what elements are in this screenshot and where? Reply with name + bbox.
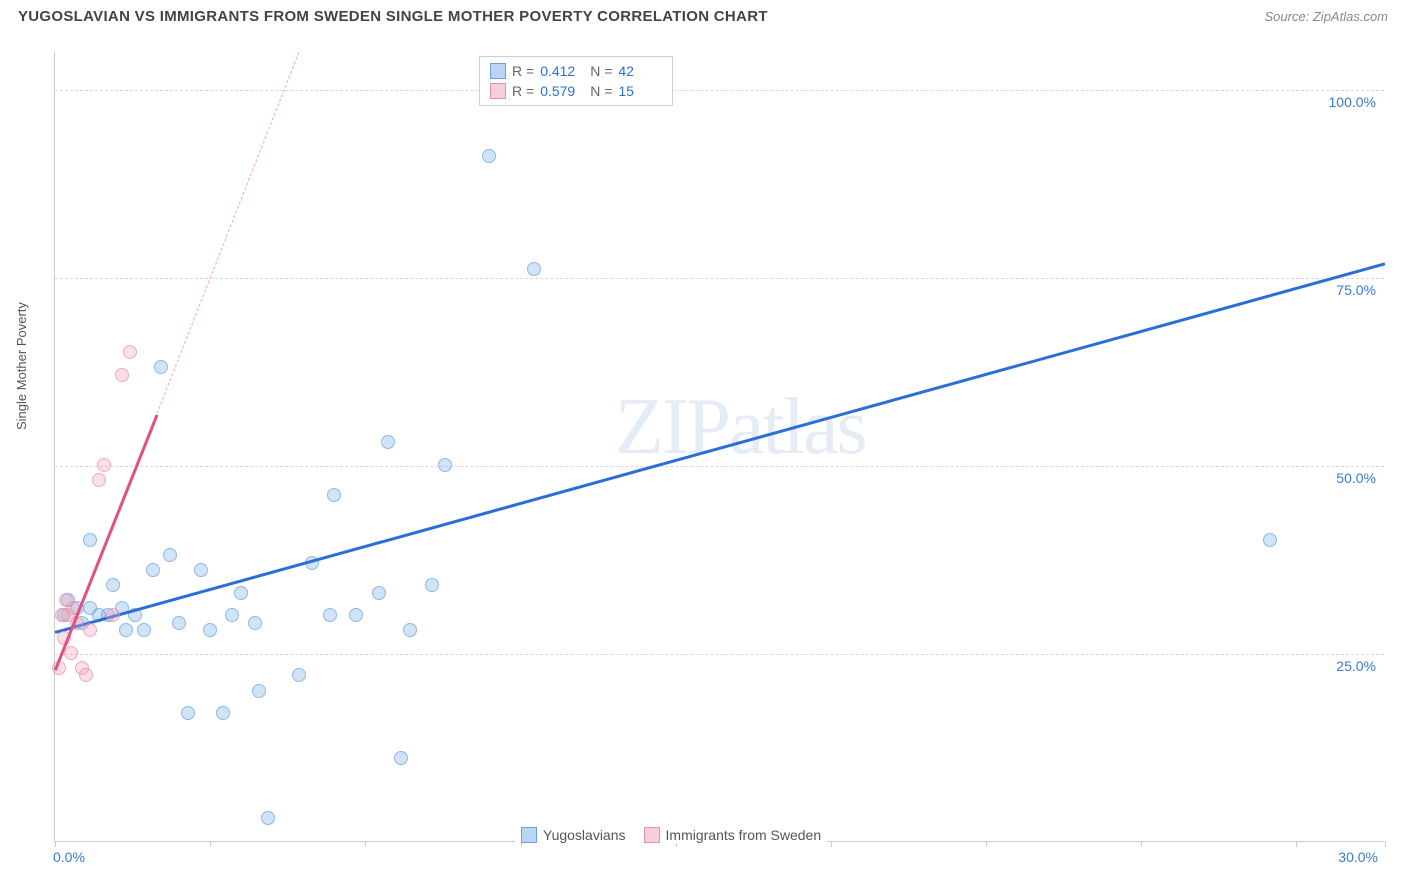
- data-point: [106, 578, 120, 592]
- data-point: [137, 623, 151, 637]
- data-point: [323, 608, 337, 622]
- data-point: [216, 706, 230, 720]
- legend-item: Immigrants from Sweden: [644, 827, 822, 843]
- data-point: [261, 811, 275, 825]
- stats-box: R = 0.412 N = 42 R = 0.579 N = 15: [479, 56, 673, 106]
- y-axis-label: Single Mother Poverty: [14, 302, 29, 430]
- data-point: [203, 623, 217, 637]
- data-point: [1263, 533, 1277, 547]
- data-point: [172, 616, 186, 630]
- data-point: [349, 608, 363, 622]
- x-tick: [1385, 841, 1386, 847]
- data-point: [381, 435, 395, 449]
- stats-row: R = 0.579 N = 15: [490, 81, 662, 101]
- data-point: [403, 623, 417, 637]
- trend-line: [156, 52, 299, 414]
- stat-label: R =: [512, 83, 534, 99]
- data-point: [154, 360, 168, 374]
- gridline: [55, 466, 1384, 467]
- data-point: [292, 668, 306, 682]
- data-point: [97, 458, 111, 472]
- x-tick-label: 0.0%: [53, 849, 85, 865]
- data-point: [248, 616, 262, 630]
- watermark: ZIPatlas: [615, 382, 866, 473]
- data-point: [438, 458, 452, 472]
- y-tick-label: 25.0%: [1336, 658, 1376, 674]
- y-tick-label: 75.0%: [1336, 282, 1376, 298]
- trend-line: [55, 263, 1386, 634]
- y-tick-label: 50.0%: [1336, 470, 1376, 486]
- data-point: [115, 368, 129, 382]
- data-point: [163, 548, 177, 562]
- stat-value: 42: [618, 63, 662, 79]
- data-point: [106, 608, 120, 622]
- y-tick-label: 100.0%: [1329, 94, 1376, 110]
- chart-source: Source: ZipAtlas.com: [1264, 9, 1388, 24]
- x-tick: [210, 841, 211, 847]
- stat-value: 15: [618, 83, 662, 99]
- legend-swatch: [490, 63, 506, 79]
- data-point: [234, 586, 248, 600]
- data-point: [527, 262, 541, 276]
- stat-value: 0.412: [540, 63, 584, 79]
- chart-title: YUGOSLAVIAN VS IMMIGRANTS FROM SWEDEN SI…: [18, 8, 768, 25]
- stat-label: R =: [512, 63, 534, 79]
- data-point: [83, 533, 97, 547]
- scatter-plot: ZIPatlas 25.0%50.0%75.0%100.0%0.0%30.0%R…: [54, 52, 1384, 842]
- data-point: [123, 345, 137, 359]
- legend-swatch: [521, 827, 537, 843]
- legend-label: Yugoslavians: [543, 827, 626, 843]
- x-tick: [1141, 841, 1142, 847]
- gridline: [55, 90, 1384, 91]
- data-point: [92, 473, 106, 487]
- data-point: [79, 668, 93, 682]
- data-point: [119, 623, 133, 637]
- data-point: [225, 608, 239, 622]
- data-point: [372, 586, 386, 600]
- legend-swatch: [644, 827, 660, 843]
- stat-value: 0.579: [540, 83, 584, 99]
- data-point: [252, 684, 266, 698]
- x-tick-label: 30.0%: [1338, 849, 1378, 865]
- stat-label: N =: [590, 83, 612, 99]
- data-point: [482, 149, 496, 163]
- legend-item: Yugoslavians: [521, 827, 626, 843]
- legend: Yugoslavians Immigrants from Sweden: [515, 827, 827, 843]
- gridline: [55, 654, 1384, 655]
- legend-label: Immigrants from Sweden: [666, 827, 822, 843]
- data-point: [181, 706, 195, 720]
- data-point: [146, 563, 160, 577]
- data-point: [394, 751, 408, 765]
- gridline: [55, 278, 1384, 279]
- chart-header: YUGOSLAVIAN VS IMMIGRANTS FROM SWEDEN SI…: [0, 0, 1406, 29]
- data-point: [425, 578, 439, 592]
- x-tick: [831, 841, 832, 847]
- x-tick: [1296, 841, 1297, 847]
- data-point: [194, 563, 208, 577]
- x-tick: [986, 841, 987, 847]
- x-tick: [55, 841, 56, 847]
- legend-swatch: [490, 83, 506, 99]
- chart-area: ZIPatlas 25.0%50.0%75.0%100.0%0.0%30.0%R…: [50, 52, 1390, 842]
- data-point: [83, 623, 97, 637]
- data-point: [327, 488, 341, 502]
- x-tick: [365, 841, 366, 847]
- data-point: [64, 646, 78, 660]
- stats-row: R = 0.412 N = 42: [490, 61, 662, 81]
- stat-label: N =: [590, 63, 612, 79]
